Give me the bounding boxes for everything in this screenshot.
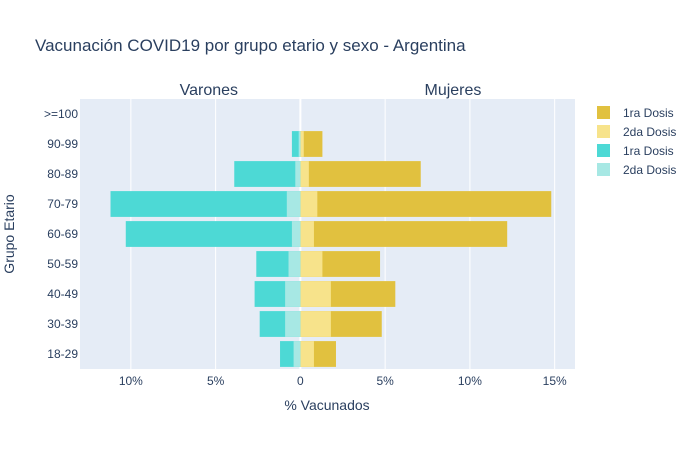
bar[interactable] xyxy=(291,221,301,247)
bar[interactable] xyxy=(110,191,301,217)
bar[interactable] xyxy=(285,311,301,337)
bar[interactable] xyxy=(291,131,301,157)
legend-swatch xyxy=(597,106,610,119)
legend-label: 2da Dosis xyxy=(623,163,676,177)
x-axis-label: % Vacunados xyxy=(284,397,369,413)
y-tick-label: 90-99 xyxy=(47,137,78,151)
x-tick-label: 15% xyxy=(543,374,567,388)
legend-item[interactable]: 1ra Dosis xyxy=(597,106,674,120)
bar[interactable] xyxy=(300,131,304,157)
bar[interactable] xyxy=(293,341,301,367)
x-tick-label: 10% xyxy=(119,374,143,388)
bar[interactable] xyxy=(300,161,309,187)
x-tick-label: 0 xyxy=(297,374,304,388)
bar[interactable] xyxy=(295,161,301,187)
x-tick-label: 10% xyxy=(458,374,482,388)
legend-swatch xyxy=(597,144,610,157)
legend-label: 1ra Dosis xyxy=(623,144,674,158)
bar[interactable] xyxy=(300,281,331,307)
bar[interactable] xyxy=(288,251,301,277)
bar[interactable] xyxy=(285,281,301,307)
y-tick-label: 50-59 xyxy=(47,257,78,271)
chart-annotation: Varones xyxy=(180,82,238,99)
bar[interactable] xyxy=(300,221,508,247)
y-tick-label: 18-29 xyxy=(47,347,78,361)
x-tick-label: 5% xyxy=(376,374,394,388)
bar[interactable] xyxy=(125,221,301,247)
y-tick-label: 40-49 xyxy=(47,287,78,301)
y-tick-label: 60-69 xyxy=(47,227,78,241)
y-tick-label: 80-89 xyxy=(47,167,78,181)
bar[interactable] xyxy=(300,341,314,367)
legend-item[interactable]: 2da Dosis xyxy=(597,125,676,139)
bar[interactable] xyxy=(234,161,301,187)
bar[interactable] xyxy=(286,191,301,217)
legend-swatch xyxy=(597,125,610,138)
legend-label: 1ra Dosis xyxy=(623,106,674,120)
bar[interactable] xyxy=(300,221,314,247)
legend-item[interactable]: 1ra Dosis xyxy=(597,144,674,158)
y-tick-label: 70-79 xyxy=(47,197,78,211)
bar[interactable] xyxy=(300,131,323,157)
legend-label: 2da Dosis xyxy=(623,125,676,139)
y-tick-label: 30-39 xyxy=(47,317,78,331)
bar[interactable] xyxy=(298,131,301,157)
bar[interactable] xyxy=(300,191,318,217)
chart-annotation: Mujeres xyxy=(424,82,481,99)
legend-item[interactable]: 2da Dosis xyxy=(597,163,676,177)
y-tick-label: >=100 xyxy=(44,107,78,121)
bar[interactable] xyxy=(300,161,421,187)
y-axis-label: Grupo Etario xyxy=(1,194,17,274)
legend-swatch xyxy=(597,163,610,176)
bar[interactable] xyxy=(300,251,323,277)
bar[interactable] xyxy=(300,311,331,337)
bar[interactable] xyxy=(300,191,552,217)
x-tick-label: 5% xyxy=(207,374,225,388)
chart-title: Vacunación COVID19 por grupo etario y se… xyxy=(35,36,466,55)
